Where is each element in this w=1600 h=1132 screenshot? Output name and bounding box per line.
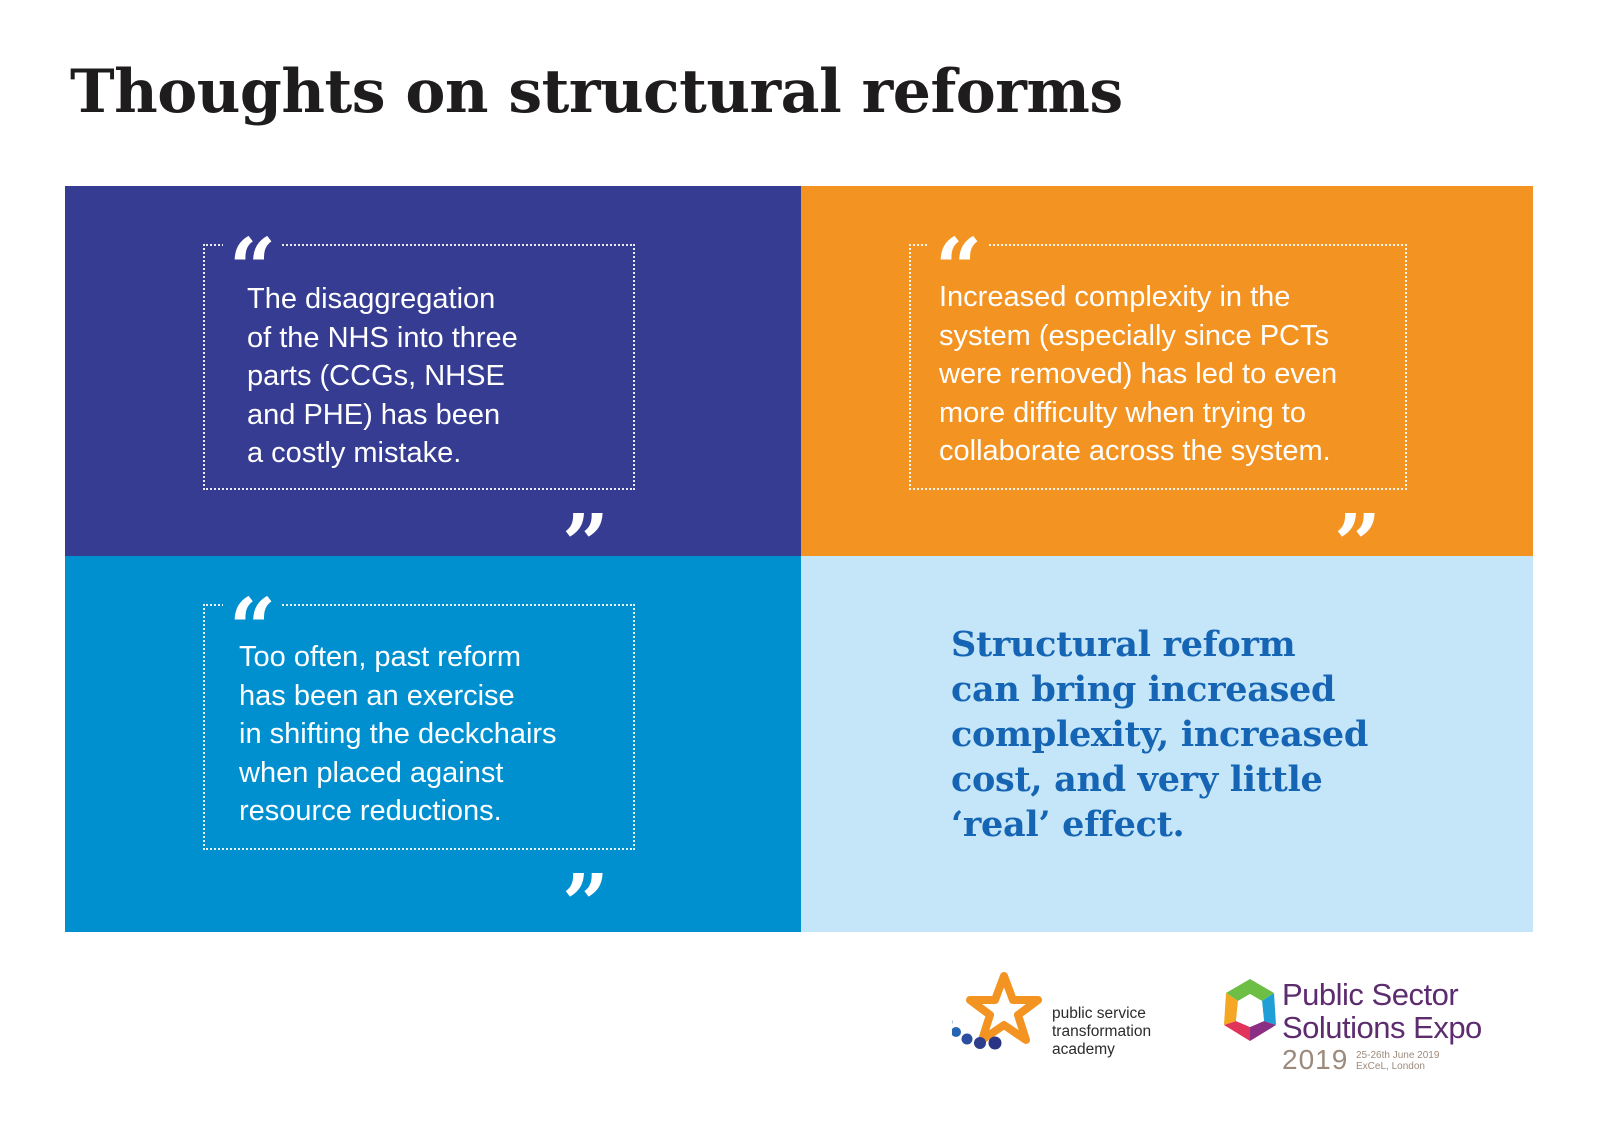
- open-quote-icon: “: [223, 588, 283, 670]
- close-quote-icon: ”: [1327, 504, 1387, 586]
- quote-text: Too often, past reform has been an exerc…: [239, 641, 557, 827]
- open-quote-icon: “: [223, 228, 283, 310]
- open-quote-icon: “: [929, 228, 989, 310]
- quote-frame: “ Increased complexity in the system (es…: [909, 228, 1407, 586]
- quote-text: The disaggregation of the NHS into three…: [247, 283, 518, 469]
- psta-logo-text: public service transformation academy: [1052, 1005, 1152, 1058]
- quote-text: Increased complexity in the system (espe…: [939, 281, 1338, 467]
- hexagon-logo-icon: [1224, 979, 1276, 1041]
- page-title: Thoughts on structural reforms: [70, 57, 1123, 127]
- statement-panel: Structural reform can bring increased co…: [801, 556, 1533, 932]
- quote-panel-nhs: “ The disaggregation of the NHS into thr…: [65, 186, 801, 586]
- quote-frame: “ Too often, past reform has been an exe…: [203, 588, 635, 946]
- quote-panel-deckchairs: “ Too often, past reform has been an exe…: [65, 556, 801, 946]
- close-quote-icon: ”: [555, 864, 615, 946]
- star-dots-logo-icon: [952, 972, 1042, 1050]
- quote-frame: “ The disaggregation of the NHS into thr…: [203, 228, 635, 586]
- close-quote-icon: ”: [555, 504, 615, 586]
- quote-grid: “ The disaggregation of the NHS into thr…: [65, 186, 1533, 946]
- expo-year: 2019: [1282, 1044, 1349, 1075]
- quote-panel-complexity: “ Increased complexity in the system (es…: [801, 186, 1533, 586]
- expo-logo-title: Public Sector Solutions Expo: [1282, 977, 1482, 1045]
- expo-date: 25-26th June 2019 ExCeL, London: [1356, 1050, 1440, 1072]
- statement-text: Structural reform can bring increased co…: [951, 624, 1368, 845]
